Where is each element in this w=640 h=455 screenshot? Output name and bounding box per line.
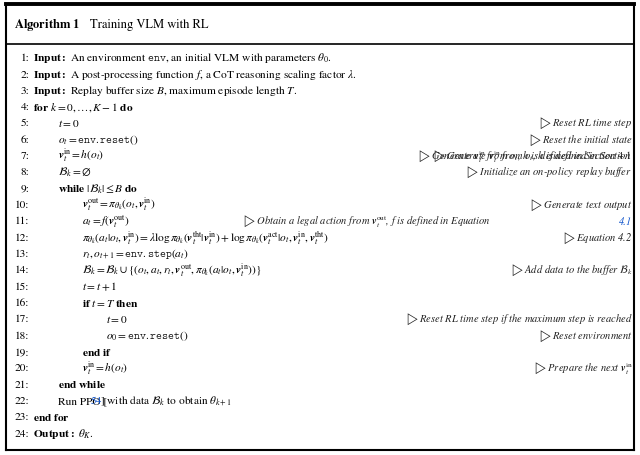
Text: $\triangleright$ Add data to the buffer $\mathcal{B}_k$: $\triangleright$ Add data to the buffer … <box>511 263 632 278</box>
Text: 1:: 1: <box>20 53 29 63</box>
Text: $a_t = f(\boldsymbol{v}_t^{\mathrm{out}})$: $a_t = f(\boldsymbol{v}_t^{\mathrm{out}}… <box>82 213 129 229</box>
Text: $\mathcal{B}_k = \emptyset$: $\mathcal{B}_k = \emptyset$ <box>58 166 92 179</box>
Text: $\triangleright$ Prepare the next $\boldsymbol{v}_t^{\mathrm{in}}$: $\triangleright$ Prepare the next $\bold… <box>534 360 632 375</box>
Text: ] with data $\mathcal{B}_k$ to obtain $\theta_{k+1}$: ] with data $\mathcal{B}_k$ to obtain $\… <box>100 394 232 407</box>
Text: $\boldsymbol{v}_t^{\mathrm{in}} = h(o_t)$: $\boldsymbol{v}_t^{\mathrm{in}} = h(o_t)… <box>58 147 104 165</box>
Text: $\mathbf{Algorithm\ 1}$: $\mathbf{Algorithm\ 1}$ <box>14 17 80 33</box>
Text: $\mathbf{for}$ $k = 0, \ldots, K-1$ $\mathbf{do}$: $\mathbf{for}$ $k = 0, \ldots, K-1$ $\ma… <box>33 101 134 114</box>
Text: 10:: 10: <box>15 200 29 210</box>
Text: 54: 54 <box>90 395 102 405</box>
Text: $o_t = \mathtt{env.reset()}$: $o_t = \mathtt{env.reset()}$ <box>58 133 138 147</box>
Text: $t = t+1$: $t = t+1$ <box>82 280 117 293</box>
Text: 4:: 4: <box>20 102 29 112</box>
Text: $\triangleright$ Generate $\boldsymbol{v}_t^{\mathrm{in}}$ from $o_t$, $h$ is de: $\triangleright$ Generate $\boldsymbol{v… <box>433 148 632 164</box>
Text: 15:: 15: <box>15 282 29 291</box>
Text: 7:: 7: <box>20 151 29 161</box>
Text: $\triangleright$ Reset RL time step if the maximum step is reached: $\triangleright$ Reset RL time step if t… <box>406 311 632 327</box>
Text: 24:: 24: <box>15 428 29 438</box>
Text: $\triangleright$ Initialize an on-policy replay buffer: $\triangleright$ Initialize an on-policy… <box>467 165 632 180</box>
Text: Training VLM with RL: Training VLM with RL <box>90 19 208 31</box>
Text: 12:: 12: <box>15 233 29 242</box>
Text: 20:: 20: <box>15 363 29 373</box>
Text: 3:: 3: <box>20 86 29 96</box>
Text: $\mathbf{if}$ $t = T$ $\mathbf{then}$: $\mathbf{if}$ $t = T$ $\mathbf{then}$ <box>82 297 138 308</box>
Text: $\mathbf{Output:}$ $\theta_K$.: $\mathbf{Output:}$ $\theta_K$. <box>33 426 94 440</box>
Text: 2:: 2: <box>20 70 29 79</box>
Text: $\triangleright$ Reset RL time step: $\triangleright$ Reset RL time step <box>539 116 632 131</box>
Text: $\mathbf{Input:}$ A post-processing function $f$, a CoT reasoning scaling factor: $\mathbf{Input:}$ A post-processing func… <box>33 67 357 81</box>
Text: 6:: 6: <box>20 135 29 145</box>
Text: $\boldsymbol{v}_t^{\mathrm{in}} = h(o_t)$: $\boldsymbol{v}_t^{\mathrm{in}} = h(o_t)… <box>82 359 128 377</box>
Text: 11:: 11: <box>15 216 29 226</box>
Text: $o_0 = \mathtt{env.reset()}$: $o_0 = \mathtt{env.reset()}$ <box>106 328 189 342</box>
Text: 4.1: 4.1 <box>619 216 632 226</box>
Text: 18:: 18: <box>15 330 29 340</box>
Text: 13:: 13: <box>15 249 29 258</box>
Text: $t = 0$: $t = 0$ <box>58 118 79 129</box>
Text: $\triangleright$ Reset environment: $\triangleright$ Reset environment <box>539 328 632 343</box>
Text: $\mathbf{end\ for}$: $\mathbf{end\ for}$ <box>33 411 70 422</box>
Text: $\mathbf{end\ if}$: $\mathbf{end\ if}$ <box>82 346 112 357</box>
Text: $\mathbf{Input:}$ An environment $\mathtt{env}$, an initial VLM with parameters : $\mathbf{Input:}$ An environment $\matht… <box>33 51 332 65</box>
Text: $\triangleright$ Generate $\boldsymbol{v}_t^{\mathrm{in}}$ from $o_t$, $h$ is de: $\triangleright$ Generate $\boldsymbol{v… <box>419 148 632 164</box>
Text: $\mathbf{end\ while}$: $\mathbf{end\ while}$ <box>58 379 106 389</box>
Text: $\mathbf{while}$ $|\mathcal{B}_k| \leq B$ $\mathbf{do}$: $\mathbf{while}$ $|\mathcal{B}_k| \leq B… <box>58 182 138 195</box>
Text: $\triangleright$ Obtain a legal action from $\boldsymbol{v}_t^{\mathrm{out}}$, $: $\triangleright$ Obtain a legal action f… <box>243 213 492 229</box>
Text: $\mathbf{Input:}$ Replay buffer size $B$, maximum episode length $T$.: $\mathbf{Input:}$ Replay buffer size $B$… <box>33 84 298 98</box>
Text: 8:: 8: <box>20 167 29 177</box>
Text: 21:: 21: <box>15 379 29 389</box>
Text: $t = 0$: $t = 0$ <box>106 313 128 324</box>
Text: Run PPO [: Run PPO [ <box>58 395 107 405</box>
Text: 9:: 9: <box>20 184 29 193</box>
Text: 16:: 16: <box>15 298 29 308</box>
Text: 14:: 14: <box>15 265 29 275</box>
Text: 22:: 22: <box>15 395 29 405</box>
Text: 23:: 23: <box>15 412 29 421</box>
Text: $\triangleright$ Generate text output: $\triangleright$ Generate text output <box>530 197 632 212</box>
Text: 17:: 17: <box>15 314 29 324</box>
Text: 5:: 5: <box>20 119 29 128</box>
Text: $\pi_{\theta_k}(a_t|o_t, \boldsymbol{v}_t^{\mathrm{in}}) = \lambda \log \pi_{\th: $\pi_{\theta_k}(a_t|o_t, \boldsymbol{v}_… <box>82 229 328 246</box>
Text: $\boldsymbol{v}_t^{\mathrm{out}} = \pi_{\theta_k}(o_t, \boldsymbol{v}_t^{\mathrm: $\boldsymbol{v}_t^{\mathrm{out}} = \pi_{… <box>82 196 156 214</box>
Text: $r_t, o_{t+1} = \mathtt{env.step}(a_t)$: $r_t, o_{t+1} = \mathtt{env.step}(a_t)$ <box>82 247 189 261</box>
Text: $\triangleright$ Reset the initial state: $\triangleright$ Reset the initial state <box>529 132 632 147</box>
Text: 19:: 19: <box>15 347 29 356</box>
Text: $\triangleright$ Equation 4.2: $\triangleright$ Equation 4.2 <box>563 230 632 245</box>
Text: $\mathcal{B}_k = \mathcal{B}_k \cup \{(o_t, a_t, r_t, \boldsymbol{v}_t^{\mathrm{: $\mathcal{B}_k = \mathcal{B}_k \cup \{(o… <box>82 261 261 279</box>
